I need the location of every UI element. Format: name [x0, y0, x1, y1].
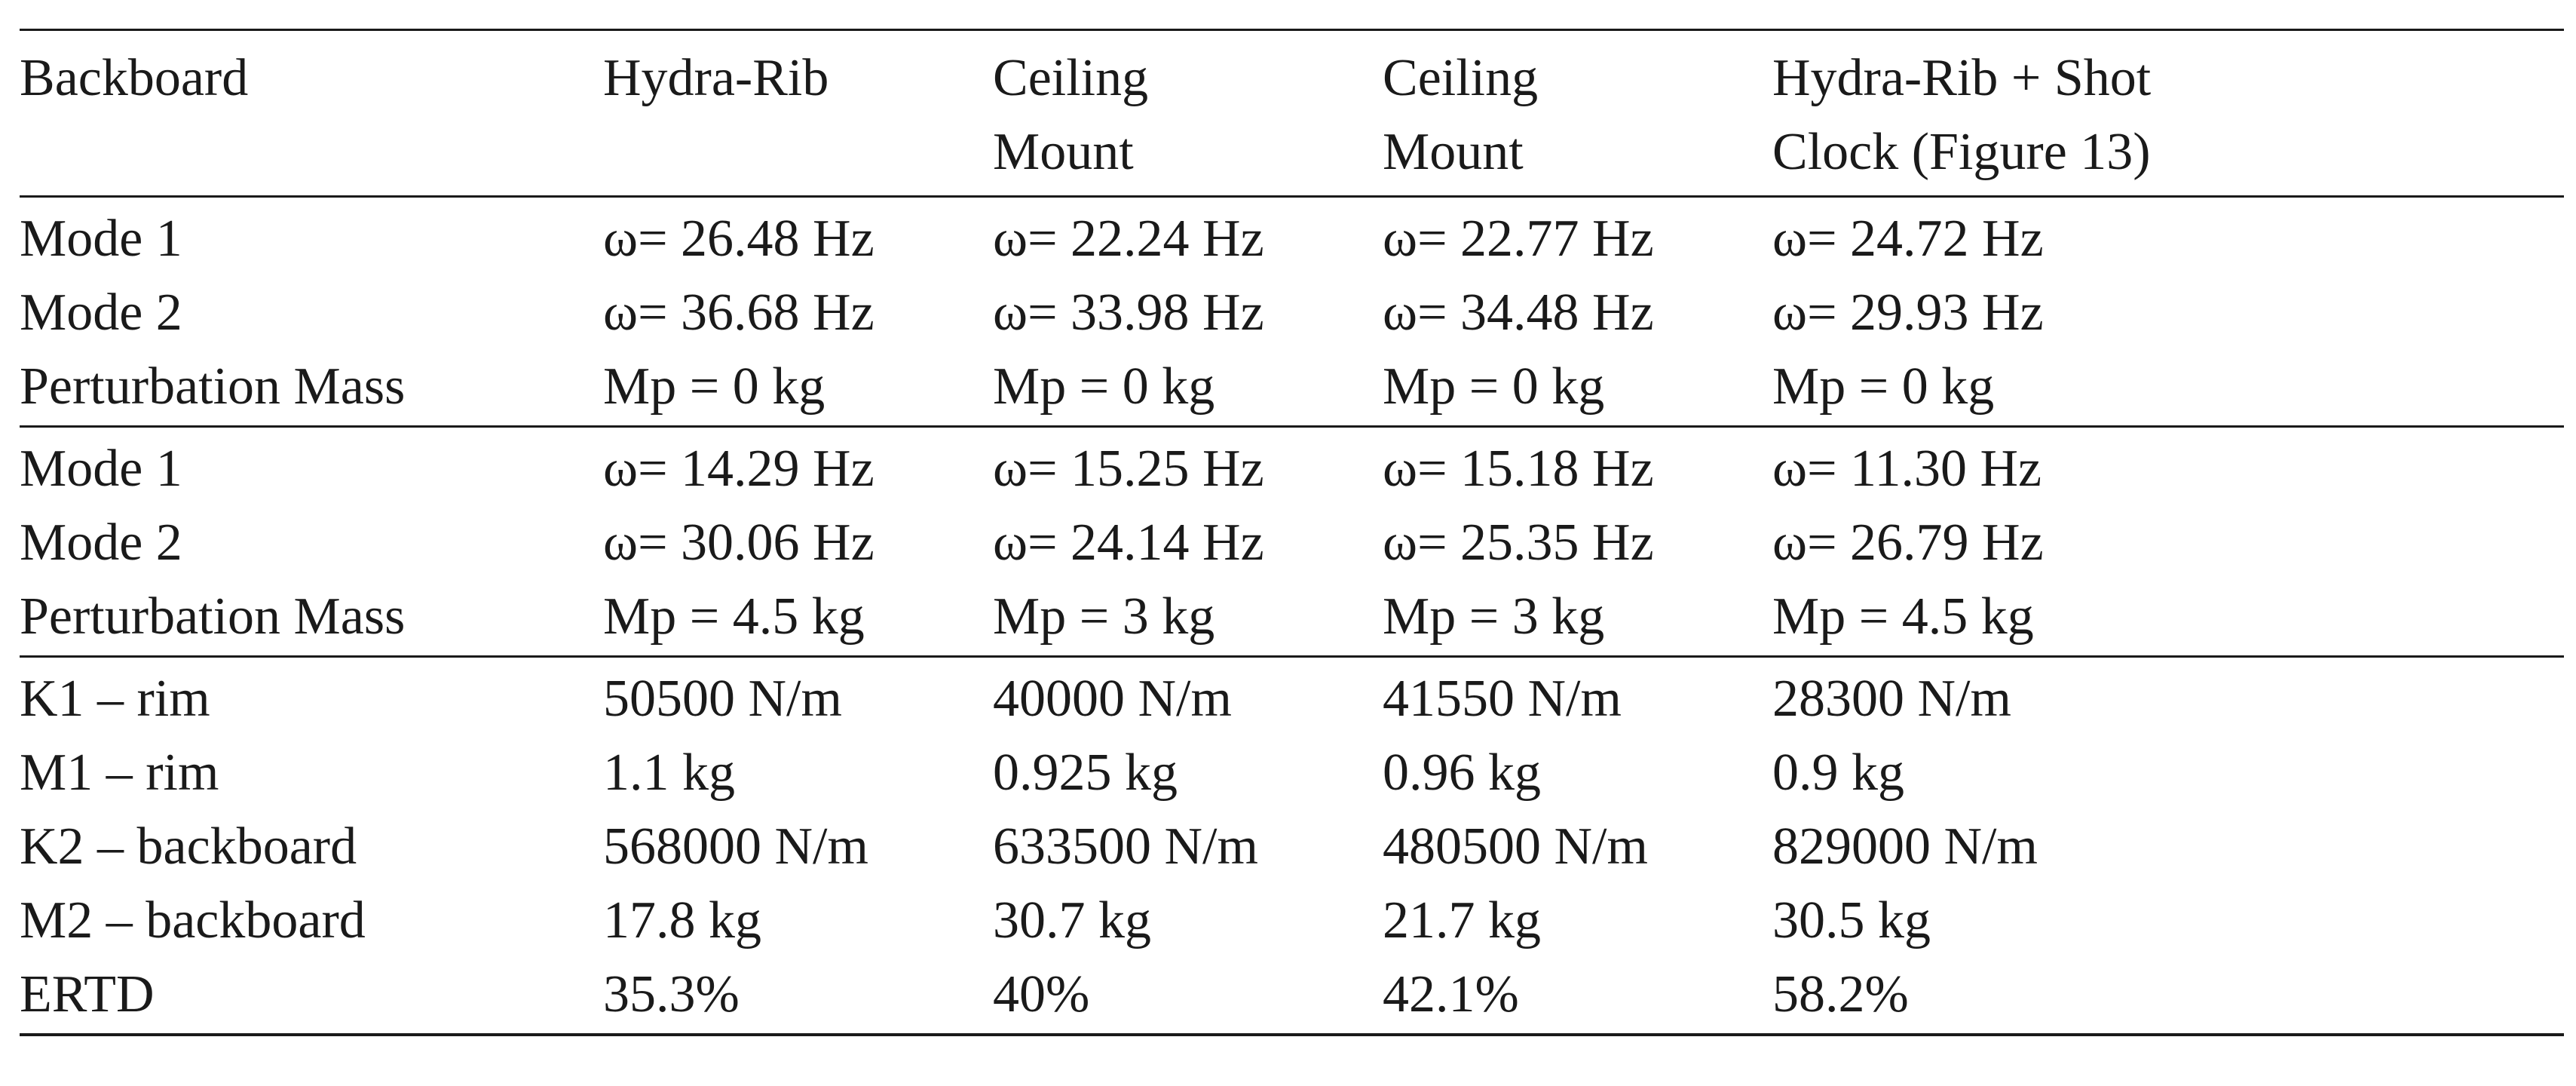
table-cell: ω= 22.24 Hz [993, 210, 1264, 268]
table-cell: 28300 N/m [1772, 670, 2011, 728]
table-row: Mode 2 ω= 30.06 Hz ω= 24.14 Hz ω= 25.35 … [20, 506, 2564, 580]
header-line: Ceiling [993, 49, 1149, 107]
header-line: Hydra-Rib + Shot [1772, 49, 2152, 107]
table-cell: 480500 N/m [1383, 818, 1648, 876]
table-cell: 0.925 kg [993, 744, 1178, 802]
table-cell: Mp = 3 kg [993, 587, 1215, 646]
table-cell: 30.7 kg [993, 891, 1151, 949]
table-cell: Mp = 0 kg [993, 357, 1215, 416]
header-ceiling-mount-2: Ceiling Mount [1383, 30, 1772, 197]
table-cell: 41550 N/m [1383, 670, 1622, 728]
row-label: Mode 2 [20, 284, 182, 342]
table-cell: 0.96 kg [1383, 744, 1541, 802]
table-header: Backboard Hydra-Rib Ceiling Mount Ceilin… [20, 29, 2564, 197]
table-cell: ω= 33.98 Hz [993, 284, 1264, 342]
table-row: Mode 1 ω= 14.29 Hz ω= 15.25 Hz ω= 15.18 … [20, 427, 2564, 507]
row-label: Mode 1 [20, 440, 182, 498]
header-line: Hydra-Rib [603, 49, 829, 107]
table-cell: 40% [993, 965, 1090, 1023]
header-line: Backboard [20, 49, 249, 107]
table-cell: 568000 N/m [603, 818, 868, 876]
header-line: Mount [1383, 123, 1524, 181]
table-cell: 42.1% [1383, 965, 1519, 1023]
row-label: Perturbation Mass [20, 357, 406, 416]
table-row: Perturbation Mass Mp = 0 kg Mp = 0 kg Mp… [20, 350, 2564, 427]
header-ceiling-mount-1: Ceiling Mount [993, 30, 1383, 197]
table-cell: ω= 25.35 Hz [1383, 514, 1654, 572]
table-cell: ω= 14.29 Hz [603, 440, 874, 498]
row-label: Mode 1 [20, 210, 182, 268]
row-label: M1 – rim [20, 744, 219, 802]
table-group-perturbed: Mode 1 ω= 14.29 Hz ω= 15.25 Hz ω= 15.18 … [20, 427, 2564, 657]
header-hydra-rib-shot-clock: Hydra-Rib + Shot Clock (Figure 13) [1772, 30, 2564, 197]
table-cell: Mp = 3 kg [1383, 587, 1605, 646]
table-cell: Mp = 4.5 kg [603, 587, 865, 646]
row-label: ERTD [20, 965, 155, 1023]
table-cell: Mp = 0 kg [603, 357, 825, 416]
results-table: Backboard Hydra-Rib Ceiling Mount Ceilin… [20, 29, 2564, 1036]
header-line: Mount [993, 123, 1134, 181]
table-row: ERTD 35.3% 40% 42.1% 58.2% [20, 958, 2564, 1035]
table-row: Mode 1 ω= 26.48 Hz ω= 22.24 Hz ω= 22.77 … [20, 197, 2564, 277]
table-group-unperturbed: Mode 1 ω= 26.48 Hz ω= 22.24 Hz ω= 22.77 … [20, 197, 2564, 427]
table-cell: 40000 N/m [993, 670, 1232, 728]
table-cell: 1.1 kg [603, 744, 735, 802]
header-hydra-rib: Hydra-Rib [603, 30, 993, 197]
table-cell: ω= 26.79 Hz [1772, 514, 2044, 572]
table-cell: 58.2% [1772, 965, 1909, 1023]
table-cell: Mp = 4.5 kg [1772, 587, 2034, 646]
table-cell: 17.8 kg [603, 891, 761, 949]
row-label: Mode 2 [20, 514, 182, 572]
table-cell: 35.3% [603, 965, 740, 1023]
table-row: Perturbation Mass Mp = 4.5 kg Mp = 3 kg … [20, 580, 2564, 657]
table-group-model-parameters: K1 – rim 50500 N/m 40000 N/m 41550 N/m 2… [20, 657, 2564, 1035]
table-cell: 829000 N/m [1772, 818, 2038, 876]
row-label: Perturbation Mass [20, 587, 406, 646]
table-row: Mode 2 ω= 36.68 Hz ω= 33.98 Hz ω= 34.48 … [20, 276, 2564, 350]
table-cell: ω= 11.30 Hz [1772, 440, 2042, 498]
header-backboard: Backboard [20, 30, 603, 197]
table-cell: 21.7 kg [1383, 891, 1541, 949]
table-cell: 0.9 kg [1772, 744, 1904, 802]
table-cell: ω= 29.93 Hz [1772, 284, 2044, 342]
table-cell: ω= 22.77 Hz [1383, 210, 1654, 268]
header-row: Backboard Hydra-Rib Ceiling Mount Ceilin… [20, 29, 2564, 197]
table-cell: ω= 24.14 Hz [993, 514, 1264, 572]
row-label: K2 – backboard [20, 818, 357, 876]
table-cell: 30.5 kg [1772, 891, 1931, 949]
table-cell: ω= 34.48 Hz [1383, 284, 1654, 342]
table-cell: ω= 26.48 Hz [603, 210, 874, 268]
table-cell: ω= 30.06 Hz [603, 514, 874, 572]
table-cell: Mp = 0 kg [1772, 357, 1995, 416]
header-line: Ceiling [1383, 49, 1539, 107]
table-cell: Mp = 0 kg [1383, 357, 1605, 416]
table-cell: ω= 24.72 Hz [1772, 210, 2044, 268]
table-row: K1 – rim 50500 N/m 40000 N/m 41550 N/m 2… [20, 657, 2564, 737]
table-cell: ω= 36.68 Hz [603, 284, 874, 342]
table-cell: 50500 N/m [603, 670, 842, 728]
table-row: M2 – backboard 17.8 kg 30.7 kg 21.7 kg 3… [20, 884, 2564, 958]
table-row: M1 – rim 1.1 kg 0.925 kg 0.96 kg 0.9 kg [20, 736, 2564, 810]
table-cell: ω= 15.18 Hz [1383, 440, 1654, 498]
row-label: M2 – backboard [20, 891, 366, 949]
results-table-container: Backboard Hydra-Rib Ceiling Mount Ceilin… [20, 29, 2564, 1036]
table-cell: 633500 N/m [993, 818, 1258, 876]
table-cell: ω= 15.25 Hz [993, 440, 1264, 498]
header-line: Clock (Figure 13) [1772, 123, 2151, 181]
table-row: K2 – backboard 568000 N/m 633500 N/m 480… [20, 810, 2564, 884]
row-label: K1 – rim [20, 670, 210, 728]
